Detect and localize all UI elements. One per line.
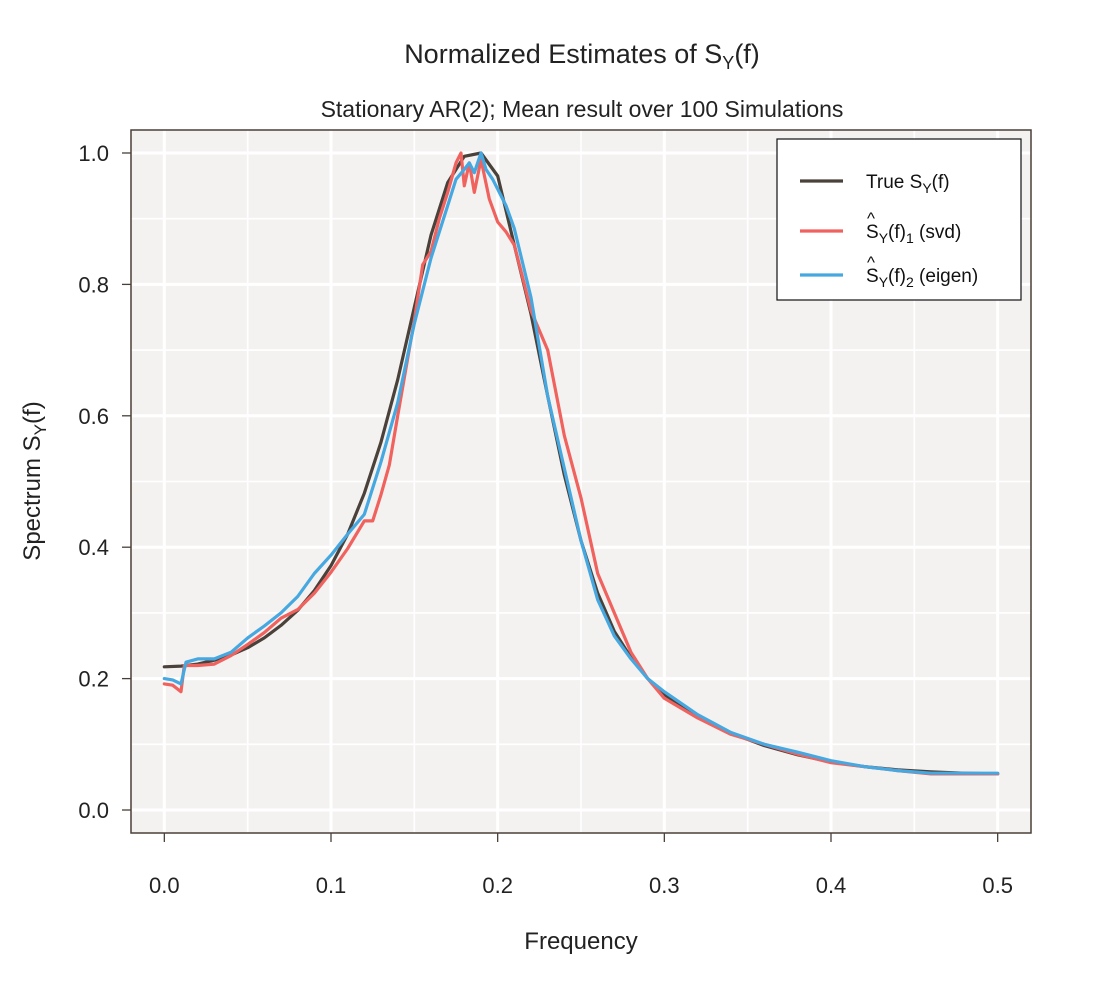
series-line-3: [162, 151, 1000, 775]
x-tick-label: 0.1: [316, 873, 347, 898]
plot-frame: [130, 129, 1032, 834]
hat-accent-2: ^: [867, 209, 875, 228]
y-tick-label: 0.6: [78, 404, 109, 429]
x-tick-label: 0.4: [816, 873, 847, 898]
chart-subtitle: Stationary AR(2); Mean result over 100 S…: [321, 96, 844, 122]
legend-label-3: SY(f)2 (eigen): [866, 266, 978, 290]
x-axis: 0.0 0.1 0.2 0.3 0.4 0.5: [149, 833, 1013, 898]
x-axis-label: Frequency: [524, 928, 637, 955]
y-tick-label: 1.0: [78, 141, 109, 166]
legend-box: [776, 138, 1022, 301]
y-tick-label: 0.2: [78, 667, 109, 692]
x-tick-label: 0.3: [649, 873, 680, 898]
y-axis-label: Spectrum SY(f): [19, 401, 50, 560]
y-tick-label: 0.4: [78, 535, 109, 560]
series-layer: [162, 151, 1000, 776]
x-tick-label: 0.0: [149, 873, 180, 898]
series-line-2: [162, 151, 1000, 776]
y-tick-label: 0.8: [78, 272, 109, 297]
chart-title: Normalized Estimates of SY(f): [404, 39, 760, 73]
y-tick-label: 0.0: [78, 798, 109, 823]
hat-accent-3: ^: [867, 253, 875, 272]
grid-lines: [131, 130, 1031, 833]
legend-label-2: SY(f)1 (svd): [866, 222, 961, 246]
legend: True SY(f)SY(f)1 (svd)^SY(f)2 (eigen)^: [776, 138, 1022, 301]
x-tick-label: 0.2: [482, 873, 513, 898]
y-axis: 0.0 0.2 0.4 0.6 0.8 1.0: [78, 141, 131, 823]
legend-label-1: True SY(f): [866, 172, 950, 196]
x-tick-label: 0.5: [982, 873, 1013, 898]
